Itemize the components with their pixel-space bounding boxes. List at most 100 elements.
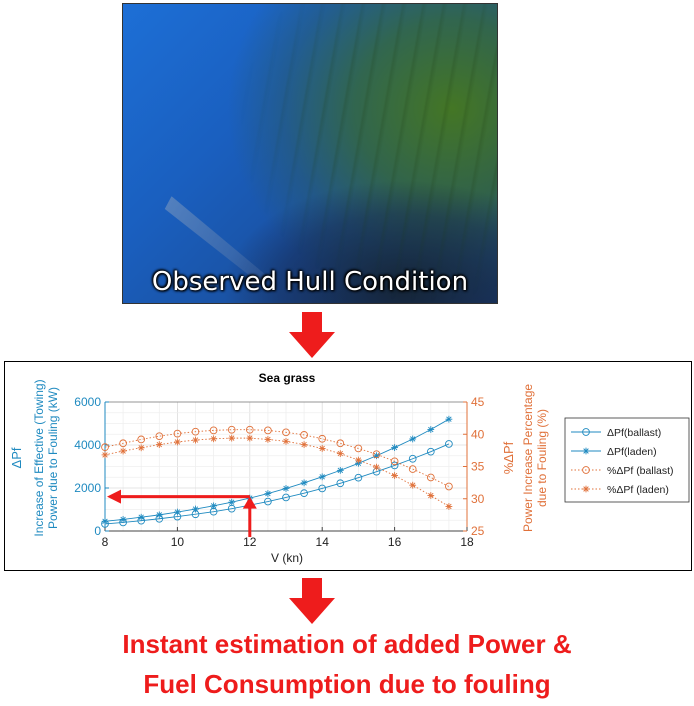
data-point-2 — [282, 428, 290, 437]
data-point-0 — [282, 493, 290, 502]
data-point-1 — [192, 505, 199, 513]
data-point-2 — [227, 425, 236, 434]
data-point-1 — [264, 490, 272, 497]
data-point-3 — [445, 503, 453, 510]
data-point-1 — [210, 502, 217, 510]
legend-label: %ΔPf (laden) — [607, 484, 669, 496]
data-point-2 — [264, 426, 272, 435]
data-point-3 — [373, 463, 380, 471]
photo-texture-layer — [123, 4, 497, 303]
x-tick-label: 14 — [316, 535, 330, 549]
data-point-2 — [390, 457, 399, 466]
legend-label: ΔPf(ballast) — [607, 427, 661, 439]
legend-label: %ΔPf (ballast) — [607, 465, 674, 477]
data-point-2 — [354, 444, 363, 453]
result-line-1: Instant estimation of added Power & — [122, 629, 572, 659]
data-point-2 — [245, 425, 254, 434]
data-point-3 — [101, 451, 109, 459]
y-right-tick-label: 35 — [471, 460, 485, 474]
x-tick-label: 8 — [102, 535, 109, 549]
x-tick-label: 10 — [171, 535, 185, 549]
data-point-2 — [155, 432, 164, 441]
y-axis-left-label-line1: Increase of Effective (Towing) — [32, 379, 46, 536]
data-point-1 — [119, 515, 127, 523]
data-point-2 — [191, 427, 200, 436]
chart-title: Sea grass — [259, 371, 316, 385]
data-point-1 — [174, 508, 181, 516]
y-left-tick-label: 2000 — [74, 481, 101, 495]
data-point-1 — [445, 415, 453, 423]
y-right-tick-label: 40 — [471, 427, 485, 441]
data-point-0 — [408, 454, 417, 463]
data-point-1 — [391, 444, 398, 451]
y-axis-left-symbol: ΔPf — [9, 447, 24, 468]
photo-shadow-layer — [123, 4, 497, 303]
data-point-0 — [445, 440, 453, 448]
data-point-1 — [228, 498, 236, 506]
down-arrow-icon — [289, 578, 335, 624]
data-point-3 — [192, 436, 199, 444]
y-axis-left-label-line2: Power due to Fouling (kW) — [46, 387, 60, 529]
result-text: Instant estimation of added Power & Fuel… — [0, 624, 694, 704]
data-point-2 — [209, 426, 218, 435]
data-point-1 — [155, 511, 163, 519]
data-point-1 — [409, 435, 417, 443]
data-point-0 — [264, 497, 272, 506]
y-axis-right-label-line2: due to Fouling (%) — [535, 409, 549, 507]
data-point-3 — [264, 436, 272, 443]
data-point-2 — [119, 439, 127, 448]
y-right-tick-label: 25 — [471, 524, 485, 538]
data-point-0 — [300, 489, 308, 498]
y-axis-right-label-line1: Power Increase Percentage — [521, 384, 535, 532]
data-point-0 — [354, 473, 363, 482]
data-point-3 — [210, 435, 217, 443]
legend-item-2: %ΔPf (ballast) — [571, 465, 674, 477]
chart-panel: Sea grass V (kn) ΔPf Increase of Effecti… — [4, 361, 692, 571]
data-point-1 — [318, 473, 326, 481]
legend-marker — [582, 428, 590, 436]
data-point-1 — [282, 485, 290, 492]
data-point-3 — [409, 481, 417, 489]
data-point-2 — [336, 439, 345, 448]
data-point-2 — [101, 443, 109, 452]
data-point-2 — [173, 429, 182, 438]
data-point-3 — [300, 441, 308, 448]
y-left-tick-label: 6000 — [74, 395, 101, 409]
legend-marker — [582, 466, 590, 474]
down-arrow-icon — [289, 312, 335, 358]
data-point-0 — [426, 447, 435, 456]
x-axis-label: V (kn) — [271, 551, 303, 565]
data-point-3 — [282, 437, 290, 445]
data-point-3 — [137, 444, 145, 452]
y-right-tick-label: 45 — [471, 395, 485, 409]
data-point-0 — [390, 461, 399, 470]
series-line-1 — [104, 418, 450, 522]
legend-marker — [582, 447, 590, 455]
photo-caption: Observed Hull Condition — [151, 267, 469, 297]
data-point-3 — [155, 441, 163, 448]
data-point-2 — [426, 473, 435, 482]
data-point-3 — [336, 450, 344, 457]
data-point-2 — [372, 450, 381, 459]
y-left-tick-label: 4000 — [74, 438, 101, 452]
data-point-2 — [300, 431, 308, 439]
data-point-1 — [101, 517, 109, 525]
data-point-2 — [137, 435, 146, 444]
data-point-3 — [355, 456, 362, 464]
data-point-3 — [427, 492, 435, 499]
result-line-2: Fuel Consumption due to fouling — [143, 669, 551, 699]
y-left-tick-label: 0 — [94, 524, 101, 538]
data-point-3 — [228, 434, 236, 442]
data-point-3 — [246, 434, 254, 442]
data-point-2 — [445, 482, 453, 491]
legend-item-1: ΔPf(laden) — [571, 446, 657, 458]
data-point-1 — [300, 479, 308, 487]
data-point-2 — [318, 434, 327, 443]
data-point-0 — [336, 479, 345, 488]
hull-photo: Observed Hull Condition — [122, 3, 498, 304]
annotation-left-arrow-icon — [107, 489, 121, 504]
chart-legend: ΔPf(ballast) ΔPf(laden) %ΔPf (ballast) %ΔPf… — [564, 417, 690, 503]
data-point-3 — [119, 447, 127, 455]
x-tick-label: 16 — [388, 535, 402, 549]
legend-item-3: %ΔPf (laden) — [571, 484, 669, 496]
